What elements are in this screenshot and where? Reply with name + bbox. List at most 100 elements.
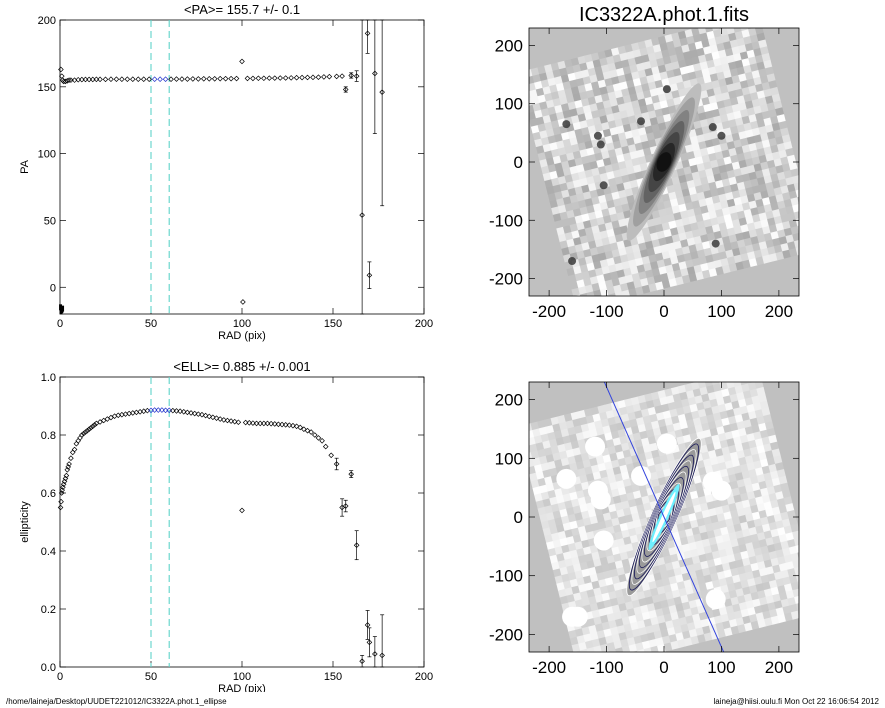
noise-pixel <box>568 629 578 639</box>
noise-pixel <box>748 142 758 152</box>
noise-pixel <box>542 143 552 153</box>
noise-pixel <box>721 34 731 44</box>
noise-pixel <box>616 624 626 635</box>
noise-pixel <box>674 189 684 199</box>
noise-pixel <box>674 400 684 410</box>
noise-pixel <box>608 590 618 600</box>
noise-pixel <box>688 599 698 609</box>
noise-pixel <box>687 42 697 52</box>
noise-pixel <box>677 413 687 423</box>
noise-pixel <box>530 479 540 489</box>
noise-pixel <box>649 88 659 98</box>
noise-pixel <box>729 393 739 403</box>
noise-pixel <box>701 96 711 106</box>
noise-pixel <box>743 622 753 632</box>
noise-pixel <box>552 69 562 79</box>
chart-title: <ELL>= 0.885 +/- 0.001 <box>173 359 310 374</box>
noise-pixel <box>733 139 743 149</box>
noise-pixel <box>593 558 603 568</box>
noise-pixel <box>557 530 567 540</box>
noise-pixel <box>663 642 673 652</box>
noise-pixel <box>611 517 621 527</box>
data-point <box>253 420 260 427</box>
noise-pixel <box>631 157 641 167</box>
noise-pixel <box>639 162 649 172</box>
data-point <box>77 435 83 441</box>
noise-pixel <box>694 156 704 166</box>
noise-pixel <box>582 517 592 527</box>
noise-pixel <box>777 229 787 239</box>
noise-pixel <box>627 143 637 154</box>
noise-pixel <box>703 516 713 526</box>
noise-pixel <box>784 612 794 622</box>
noise-pixel <box>659 100 669 110</box>
noise-pixel <box>625 630 635 640</box>
noise-pixel <box>736 210 746 220</box>
noise-pixel <box>646 45 656 55</box>
noise-pixel <box>783 583 793 593</box>
noise-pixel <box>603 272 613 282</box>
noise-pixel <box>606 583 616 594</box>
noise-pixel <box>631 243 641 254</box>
noise-pixel <box>758 241 768 251</box>
noise-pixel <box>598 281 608 291</box>
data-point <box>293 423 300 430</box>
noise-pixel <box>584 524 594 534</box>
noise-pixel <box>590 52 600 62</box>
noise-pixel <box>649 413 659 423</box>
noise-pixel <box>673 96 683 106</box>
noise-pixel <box>589 160 599 170</box>
noise-pixel <box>554 575 564 585</box>
noise-pixel <box>686 179 696 189</box>
noise-pixel <box>573 265 583 275</box>
noise-pixel <box>729 451 739 461</box>
noise-pixel <box>637 423 647 433</box>
noise-pixel <box>726 198 736 208</box>
noise-pixel <box>768 252 778 263</box>
noise-pixel <box>535 470 545 481</box>
masked-star <box>705 589 726 610</box>
noise-pixel <box>739 28 749 32</box>
noise-pixel <box>683 79 693 89</box>
noise-pixel <box>767 572 777 583</box>
noise-pixel <box>752 242 762 252</box>
noise-pixel <box>639 76 649 86</box>
noise-pixel <box>651 267 661 277</box>
noise-pixel <box>707 420 717 430</box>
noise-pixel <box>612 54 622 64</box>
noise-pixel <box>733 52 743 62</box>
noise-pixel <box>589 218 599 228</box>
noise-pixel <box>626 607 636 618</box>
noise-pixel <box>711 579 721 589</box>
y-tick-label: 200 <box>495 36 523 55</box>
x-tick-label: 200 <box>415 318 433 330</box>
noise-pixel <box>740 579 750 589</box>
noise-pixel <box>696 134 706 144</box>
noise-pixel <box>633 164 643 174</box>
noise-pixel <box>691 228 701 238</box>
noise-pixel <box>594 594 604 604</box>
noise-pixel <box>773 100 783 110</box>
noise-pixel <box>726 495 736 506</box>
noise-pixel <box>757 234 767 244</box>
noise-pixel <box>643 233 653 243</box>
noise-pixel <box>681 398 691 408</box>
noise-pixel <box>560 74 570 84</box>
noise-pixel <box>748 28 758 37</box>
data-point <box>222 75 229 82</box>
noise-pixel <box>777 584 787 595</box>
noise-pixel <box>529 118 539 128</box>
noise-pixel <box>620 638 630 648</box>
noise-pixel <box>607 177 617 187</box>
noise-pixel <box>756 473 766 484</box>
noise-pixel <box>768 521 778 531</box>
noise-pixel <box>586 89 595 99</box>
noise-pixel <box>678 88 688 98</box>
data-point <box>184 409 191 416</box>
noise-pixel <box>715 564 725 574</box>
noise-pixel <box>563 580 573 590</box>
noise-pixel <box>762 552 772 562</box>
noise-pixel <box>783 525 793 535</box>
noise-pixel <box>626 79 636 89</box>
noise-pixel <box>726 83 736 93</box>
